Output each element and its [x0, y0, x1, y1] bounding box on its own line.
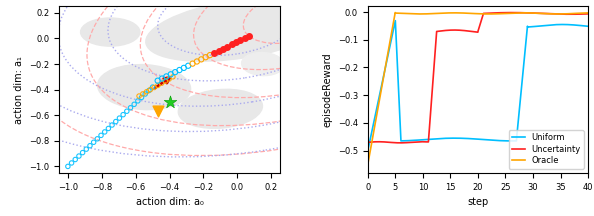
Point [144, 89, 154, 92]
Uncertainty [472, 30, 479, 33]
Point [137, 96, 146, 99]
Point [179, 66, 188, 70]
Uniform [364, 149, 371, 152]
Oracle [472, 12, 479, 15]
Point [210, 51, 219, 55]
Uniform [578, 24, 585, 27]
Oracle [578, 12, 585, 14]
Ellipse shape [97, 65, 191, 110]
Uniform [472, 138, 479, 140]
Oracle [538, 12, 545, 15]
Point [115, 116, 124, 120]
Uncertainty [375, 140, 383, 143]
Point [184, 64, 193, 67]
Point [81, 148, 91, 151]
Point [96, 134, 106, 137]
Point [126, 106, 135, 110]
Point [188, 62, 197, 65]
Ellipse shape [242, 52, 284, 76]
Point [118, 113, 128, 116]
Point [103, 127, 113, 130]
Point [214, 49, 223, 52]
Point [134, 94, 144, 98]
Point [71, 158, 80, 161]
Point [240, 36, 249, 40]
Point [197, 58, 206, 61]
Point [78, 151, 87, 154]
Point [122, 110, 131, 113]
Uniform [584, 25, 592, 28]
Uniform [392, 19, 399, 22]
Point [85, 144, 94, 148]
X-axis label: action dim: a₀: action dim: a₀ [135, 197, 204, 207]
Point [67, 161, 76, 165]
Point [162, 75, 171, 78]
Point [111, 120, 121, 123]
Uncertainty [584, 13, 592, 15]
Uncertainty [397, 141, 404, 144]
Point [157, 81, 166, 85]
Point [227, 43, 236, 46]
Uniform [538, 25, 545, 27]
Line: Oracle: Oracle [368, 13, 588, 165]
Point [231, 41, 241, 44]
Uncertainty [466, 30, 473, 32]
Point [160, 79, 170, 83]
Point [89, 141, 99, 144]
Point [175, 68, 184, 72]
Point [165, 77, 174, 81]
Uncertainty [364, 141, 371, 144]
Point [93, 137, 102, 141]
Point [142, 90, 151, 94]
Oracle [364, 163, 371, 166]
Oracle [578, 12, 585, 14]
Y-axis label: action dim: a₁: action dim: a₁ [14, 56, 24, 124]
Line: Uniform: Uniform [368, 21, 588, 151]
Oracle [375, 101, 383, 103]
Point [146, 88, 155, 91]
Uniform [375, 96, 383, 99]
Oracle [391, 11, 399, 14]
Oracle [584, 12, 592, 14]
Point [157, 77, 167, 80]
Point [63, 165, 72, 168]
Uniform [578, 24, 585, 27]
Point [148, 85, 157, 89]
Uncertainty [579, 13, 586, 15]
Point [153, 110, 162, 113]
Uncertainty [508, 11, 516, 14]
Uncertainty [538, 12, 545, 15]
Point [223, 45, 232, 48]
Point [170, 70, 180, 74]
Point [74, 154, 84, 158]
Point [218, 47, 228, 50]
Point [166, 73, 175, 76]
Uniform [466, 137, 473, 140]
Point [140, 92, 150, 96]
Point [100, 130, 109, 134]
Point [236, 38, 245, 42]
Y-axis label: episodeReward: episodeReward [323, 52, 332, 127]
Point [165, 101, 174, 104]
Point [129, 103, 139, 106]
Point [133, 99, 143, 103]
Legend: Uniform, Uncertainty, Oracle: Uniform, Uncertainty, Oracle [509, 130, 584, 169]
Ellipse shape [81, 18, 140, 46]
Ellipse shape [146, 0, 329, 61]
Point [149, 86, 159, 89]
Point [168, 75, 178, 79]
Point [138, 92, 147, 96]
Point [153, 79, 162, 83]
Point [108, 123, 117, 127]
Point [201, 56, 210, 59]
Point [153, 84, 163, 87]
Point [192, 60, 201, 63]
Uncertainty [578, 13, 585, 15]
X-axis label: step: step [467, 197, 488, 207]
Oracle [466, 12, 473, 15]
Line: Uncertainty: Uncertainty [368, 13, 588, 143]
Point [205, 53, 214, 57]
Point [244, 34, 254, 38]
Ellipse shape [178, 89, 263, 128]
